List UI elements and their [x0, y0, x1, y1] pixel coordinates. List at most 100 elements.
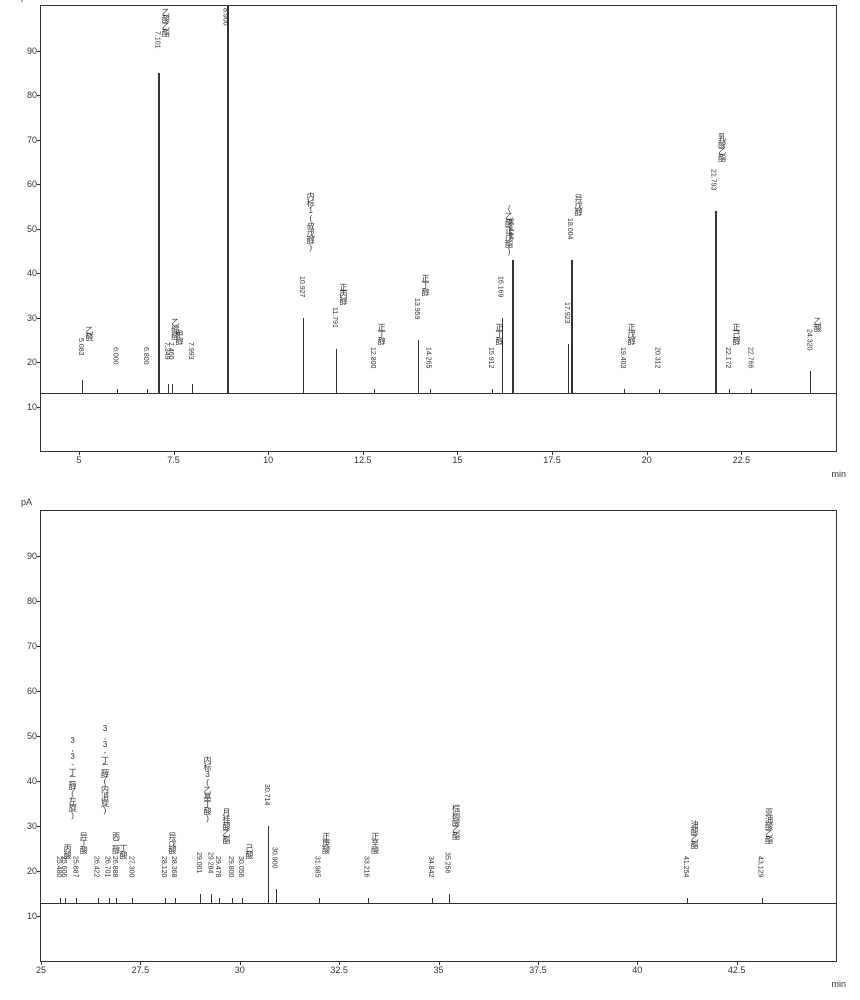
- x-tick-label: 5: [76, 455, 81, 465]
- x-tick-label: 37.5: [529, 965, 547, 975]
- x-tick: [637, 961, 638, 965]
- peak-label: 3,3-丁二醇(左旋): [67, 736, 78, 819]
- x-tick: [741, 451, 742, 455]
- peak: [175, 898, 176, 903]
- x-tick-label: 12.5: [354, 455, 372, 465]
- x-tick-label: 20: [642, 455, 652, 465]
- baseline: [41, 393, 836, 394]
- x-axis-unit: min: [831, 979, 846, 989]
- peak-label: 甲醇: [174, 330, 185, 344]
- peak-rt: 15.912: [487, 347, 494, 368]
- peak-rt: 7.460: [167, 342, 174, 360]
- peak-rt: 41.254: [682, 856, 689, 877]
- peak-rt: 16.444: [507, 218, 514, 239]
- y-tick: [37, 362, 41, 363]
- x-tick: [737, 961, 738, 965]
- peak-label: 乙醛: [84, 326, 95, 340]
- peak: [82, 380, 83, 393]
- y-tick: [37, 781, 41, 782]
- peak-rt: 19.403: [619, 347, 626, 368]
- peak-label: 内标1(叔戊醇): [305, 192, 316, 251]
- peak-label: 3,3-丁二醇(内消旋): [100, 724, 111, 814]
- x-tick: [339, 961, 340, 965]
- x-tick-label: 35: [433, 965, 443, 975]
- y-tick: [37, 407, 41, 408]
- x-tick-label: 10: [263, 455, 273, 465]
- peak-rt: 26.888: [111, 856, 118, 877]
- x-tick-label: 27.5: [132, 965, 150, 975]
- y-tick: [37, 916, 41, 917]
- x-tick-label: 30: [235, 965, 245, 975]
- y-tick: [37, 556, 41, 557]
- y-tick: [37, 736, 41, 737]
- y-tick-label: 80: [19, 596, 37, 606]
- baseline: [41, 903, 836, 904]
- peak-label: 乙酸乙酯: [160, 8, 171, 36]
- peak-rt: 5.083: [77, 338, 84, 356]
- peak-rt: 30.714: [263, 784, 270, 805]
- peak-label: 乙酸: [812, 317, 823, 331]
- page: pAmin10203040506070809057.51012.51517.52…: [0, 0, 860, 1000]
- chromatogram-top: pAmin10203040506070809057.51012.51517.52…: [40, 5, 837, 452]
- peak: [211, 894, 212, 903]
- peak: [276, 889, 277, 903]
- y-tick-label: 30: [19, 313, 37, 323]
- x-tick-label: 22.5: [733, 455, 751, 465]
- y-tick-label: 60: [19, 179, 37, 189]
- y-tick: [37, 646, 41, 647]
- peak-rt: 8.900: [222, 8, 229, 26]
- x-tick: [538, 961, 539, 965]
- y-tick-label: 90: [19, 46, 37, 56]
- y-tick-label: 10: [19, 911, 37, 921]
- peak-label: 油酸乙酯: [689, 820, 700, 848]
- peak-rt: 29.800: [227, 856, 234, 877]
- peak-rt: 29.478: [214, 856, 221, 877]
- peak: [810, 371, 811, 393]
- x-tick: [439, 961, 440, 965]
- peak-label: 棕榈酸乙酯: [451, 804, 462, 839]
- peak-rt: 28.120: [160, 856, 167, 877]
- chromatogram-bottom: pAmin1020304050607080902527.53032.53537.…: [40, 510, 837, 962]
- peak-label: 正己醇: [731, 323, 742, 344]
- y-axis-unit: pA: [21, 0, 32, 2]
- y-tick: [37, 871, 41, 872]
- y-tick: [37, 184, 41, 185]
- peak-rt: 35.256: [444, 852, 451, 873]
- x-tick: [268, 451, 269, 455]
- x-axis-unit: min: [831, 469, 846, 479]
- peak: [568, 344, 569, 393]
- peak-label: 正庚酸: [321, 832, 332, 853]
- peak: [172, 384, 173, 393]
- peak-rt: 24.320: [805, 329, 812, 350]
- peak: [729, 389, 730, 393]
- y-tick: [37, 51, 41, 52]
- y-tick: [37, 140, 41, 141]
- peak-rt: 10.927: [298, 276, 305, 297]
- peak-label: 正丁醇: [376, 323, 387, 344]
- peak: [659, 389, 660, 393]
- peak-label: 异丁酸: [78, 832, 89, 853]
- peak-rt: 25.887: [71, 856, 78, 877]
- peak-label: 异戊酸: [167, 832, 178, 853]
- peak-rt: 27.300: [127, 856, 134, 877]
- peak-rt: 34.842: [427, 856, 434, 877]
- y-tick-label: 40: [19, 268, 37, 278]
- x-tick: [647, 451, 648, 455]
- peak: [268, 826, 269, 903]
- x-tick-label: 32.5: [330, 965, 348, 975]
- x-tick: [174, 451, 175, 455]
- peak-rt: 22.766: [746, 347, 753, 368]
- y-tick-label: 40: [19, 776, 37, 786]
- peak-rt: 7.993: [187, 342, 194, 360]
- peak-rt: 26.701: [104, 856, 111, 877]
- peak-rt: 17.923: [563, 302, 570, 323]
- peak-label: 正丁醇: [494, 323, 505, 344]
- peak: [432, 898, 433, 903]
- peak-rt: 31.985: [314, 856, 321, 877]
- peak: [418, 340, 419, 393]
- peak: [109, 898, 110, 903]
- x-tick-label: 17.5: [543, 455, 561, 465]
- peak: [762, 898, 763, 903]
- peak-rt: 26.422: [93, 856, 100, 877]
- peak: [158, 73, 160, 393]
